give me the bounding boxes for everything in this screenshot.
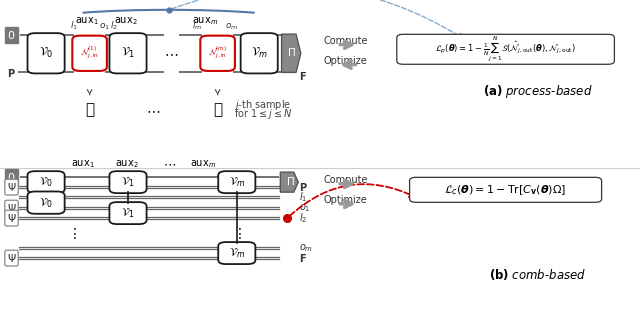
Text: $\mathrm{aux}_1$: $\mathrm{aux}_1$ <box>75 15 98 27</box>
FancyBboxPatch shape <box>28 171 65 193</box>
Text: 🎲: 🎲 <box>85 102 94 118</box>
Text: $\Pi$: $\Pi$ <box>285 175 294 187</box>
FancyBboxPatch shape <box>109 33 147 74</box>
Text: $l_2$: $l_2$ <box>110 20 118 32</box>
Text: $l_2$: $l_2$ <box>299 211 307 225</box>
Text: $o_1$: $o_1$ <box>99 22 110 32</box>
Text: $\mathcal{V}_1$: $\mathcal{V}_1$ <box>122 206 134 220</box>
FancyBboxPatch shape <box>109 202 147 224</box>
Text: $o_m$: $o_m$ <box>225 22 238 32</box>
Text: $\mathbf{F}$: $\mathbf{F}$ <box>299 252 307 264</box>
Text: $\mathbf{P}$: $\mathbf{P}$ <box>7 67 16 79</box>
Text: $\Psi$: $\Psi$ <box>6 252 17 264</box>
Text: $\Pi$: $\Pi$ <box>287 46 296 58</box>
Text: $\Psi$: $\Psi$ <box>6 212 17 224</box>
Text: $\mathcal{L}_p(\boldsymbol{\theta}) = 1 - \frac{1}{N}\sum_{j=1}^{N}\mathcal{S}(\: $\mathcal{L}_p(\boldsymbol{\theta}) = 1 … <box>435 35 576 64</box>
Text: 🎲: 🎲 <box>213 102 222 118</box>
Text: $\mathbf{F}$: $\mathbf{F}$ <box>299 70 307 82</box>
Text: for $1 \leq j \leq N$: for $1 \leq j \leq N$ <box>234 107 292 121</box>
Text: $\cdots$: $\cdots$ <box>164 46 179 60</box>
Text: Optimize: Optimize <box>324 195 367 205</box>
Text: $\cdots$: $\cdots$ <box>147 103 161 117</box>
Text: $l_m$: $l_m$ <box>192 20 202 32</box>
Text: $\mathcal{V}_m$: $\mathcal{V}_m$ <box>228 246 245 260</box>
Text: $\mathcal{N}_{j,\mathrm{in}}^{(m)}$: $\mathcal{N}_{j,\mathrm{in}}^{(m)}$ <box>208 45 227 61</box>
Text: $\mathcal{V}_1$: $\mathcal{V}_1$ <box>121 46 135 60</box>
Text: $\mathrm{aux}_1$: $\mathrm{aux}_1$ <box>72 159 95 170</box>
Text: $\mathrm{aux}_2$: $\mathrm{aux}_2$ <box>115 15 138 27</box>
Text: $l_1$: $l_1$ <box>299 190 307 204</box>
Text: Compute: Compute <box>324 175 369 185</box>
Text: $\vdots$: $\vdots$ <box>67 225 77 241</box>
FancyBboxPatch shape <box>28 191 65 214</box>
Text: $\mathcal{V}_0$: $\mathcal{V}_0$ <box>39 196 53 209</box>
Text: $\mathcal{N}_{j,\mathrm{in}}^{(1)}$: $\mathcal{N}_{j,\mathrm{in}}^{(1)}$ <box>80 45 99 61</box>
FancyBboxPatch shape <box>410 177 602 202</box>
Text: $\Psi$: $\Psi$ <box>6 202 17 214</box>
FancyBboxPatch shape <box>241 33 278 74</box>
Text: $0$: $0$ <box>8 171 15 183</box>
FancyBboxPatch shape <box>218 242 255 264</box>
Text: $\mathrm{aux}_m$: $\mathrm{aux}_m$ <box>192 15 218 27</box>
Text: $\cdots$: $\cdots$ <box>163 158 176 170</box>
Text: $\mathcal{V}_m$: $\mathcal{V}_m$ <box>228 175 245 189</box>
FancyBboxPatch shape <box>109 171 147 193</box>
FancyBboxPatch shape <box>397 34 614 64</box>
Text: $l_1$: $l_1$ <box>70 20 78 32</box>
FancyBboxPatch shape <box>200 36 235 71</box>
Text: $j$-th sample: $j$-th sample <box>234 98 291 112</box>
Text: $\vdots$: $\vdots$ <box>232 225 242 241</box>
Text: Optimize: Optimize <box>324 56 367 66</box>
FancyBboxPatch shape <box>28 33 65 74</box>
Text: $\mathcal{V}_m$: $\mathcal{V}_m$ <box>251 46 268 60</box>
FancyBboxPatch shape <box>72 36 107 71</box>
Text: Compute: Compute <box>324 36 369 46</box>
Text: $\mathrm{aux}_m$: $\mathrm{aux}_m$ <box>191 159 216 170</box>
Text: $0$: $0$ <box>8 29 15 41</box>
Text: $\mathbf{P}$: $\mathbf{P}$ <box>299 181 308 193</box>
Polygon shape <box>282 34 301 73</box>
Text: $\mathcal{V}_0$: $\mathcal{V}_0$ <box>39 46 53 60</box>
Text: $o_1$: $o_1$ <box>299 202 310 214</box>
Text: $\mathcal{V}_0$: $\mathcal{V}_0$ <box>39 175 53 189</box>
Text: $\mathbf{(a)}$ process-based: $\mathbf{(a)}$ process-based <box>483 83 593 100</box>
Text: $\mathcal{V}_1$: $\mathcal{V}_1$ <box>122 175 134 189</box>
FancyBboxPatch shape <box>218 171 255 193</box>
Text: $o_m$: $o_m$ <box>299 242 313 254</box>
Text: $\mathcal{L}_c(\boldsymbol{\theta}) = 1 - \mathrm{Tr}[C_{\mathbf{v}}(\boldsymbol: $\mathcal{L}_c(\boldsymbol{\theta}) = 1 … <box>445 183 566 197</box>
Text: $\Psi$: $\Psi$ <box>6 181 17 193</box>
Text: $\mathbf{(b)}$ comb-based: $\mathbf{(b)}$ comb-based <box>489 267 586 282</box>
Text: $\mathrm{aux}_2$: $\mathrm{aux}_2$ <box>115 159 138 170</box>
Polygon shape <box>280 172 298 192</box>
